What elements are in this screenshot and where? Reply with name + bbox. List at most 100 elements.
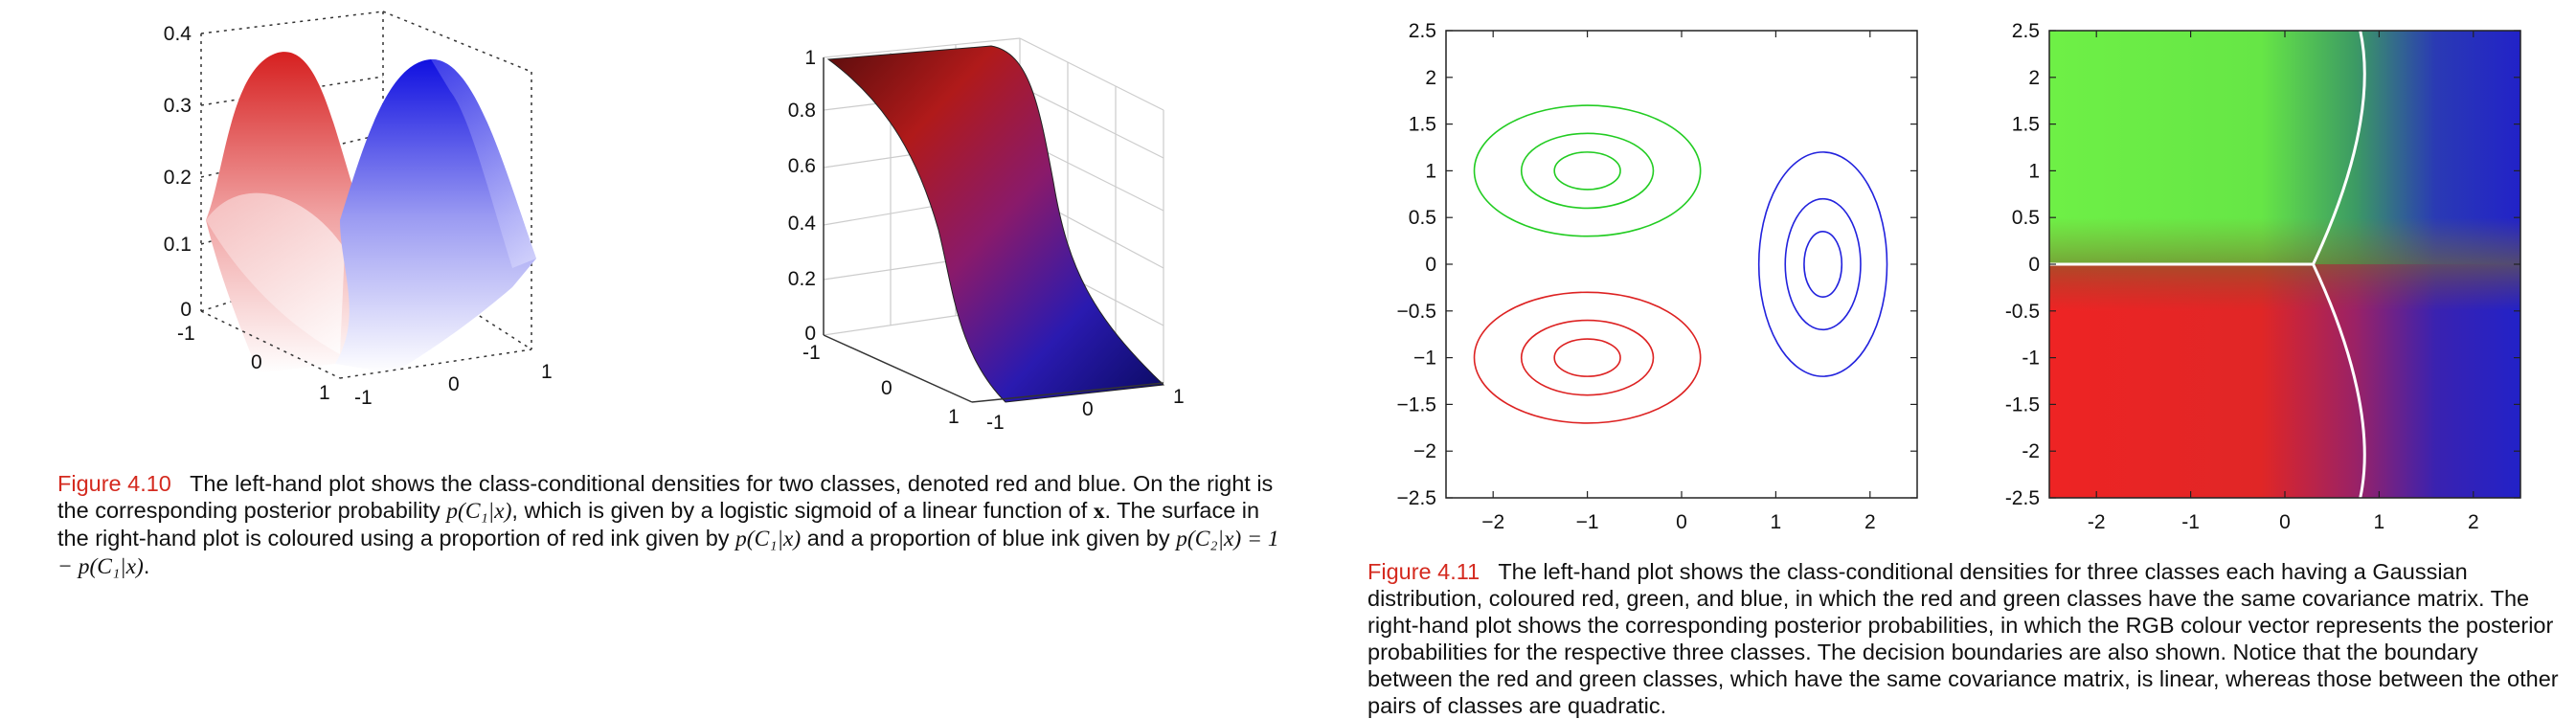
fig410-left-surface: [206, 52, 536, 374]
tick-label: 0: [448, 373, 460, 395]
tick-label: 1.5: [2012, 114, 2040, 136]
fig410-left-y-tick-labels: -1 0 1: [354, 361, 553, 409]
tick-label: 1: [2028, 160, 2040, 182]
caption-text: , which is given by a logistic sigmoid o…: [511, 498, 1094, 523]
green-contour: [1473, 104, 1702, 237]
fig410-left-x-tick-labels: -1 0 1: [177, 323, 330, 404]
tick-label: 0.3: [164, 95, 192, 117]
y-tick-labels: 2.5 2 1.5 1 0.5 0 −0.5 −1 −1.5 −2 −2.5: [1397, 20, 1436, 509]
tick-label: -1: [986, 412, 1005, 431]
caption-text: and a proportion of blue ink given by: [801, 526, 1177, 550]
tick-label: 0: [180, 299, 192, 321]
blue-density-ridge-shade: [431, 58, 536, 268]
tick-label: 0.5: [1409, 207, 1436, 229]
x-tick-labels: -2 -1 0 1 2: [2088, 511, 2479, 533]
tick-label: −2.5: [1397, 487, 1436, 509]
tick-label: 0: [251, 351, 262, 373]
fig410-right-z-tick-labels: 0 0.2 0.4 0.6 0.8 1: [788, 47, 817, 345]
caption-text: The left-hand plot shows the class-condi…: [1367, 559, 2559, 718]
tick-label: 0: [1425, 254, 1436, 276]
caption-math: p(C₁|x): [735, 527, 802, 551]
caption-text: . The surface in the right-hand plot is …: [57, 498, 1260, 550]
fig410-left-front-axes: [200, 310, 532, 379]
tick-label: 0: [881, 377, 893, 399]
tick-label: −0.5: [1397, 301, 1436, 323]
tick-label: −1: [1576, 511, 1599, 533]
tick-label: 0.1: [164, 234, 192, 256]
tick-label: 0: [1082, 398, 1094, 420]
tick-label: -1: [802, 342, 821, 364]
figure-label: Figure 4.10: [57, 471, 171, 496]
tick-label: 1: [948, 406, 960, 428]
tick-label: 1: [1425, 160, 1436, 182]
tick-label: 2.5: [1409, 20, 1436, 42]
tick-label: 1: [1173, 386, 1185, 408]
figure-4-11-caption: Figure 4.11 The left-hand plot shows the…: [1367, 558, 2560, 719]
blue-contour: [1784, 197, 1862, 331]
green-blue-boundary: [2312, 30, 2366, 265]
tick-label: 2: [1425, 67, 1436, 89]
tick-label: 1: [804, 47, 816, 69]
tick-label: 0.8: [788, 100, 816, 122]
tick-label: 0.6: [788, 155, 816, 177]
tick-label: 1: [2374, 511, 2385, 533]
tick-label: −1: [1413, 348, 1436, 370]
caption-text: The left-hand plot shows the class-condi…: [57, 471, 1274, 523]
fig410-right-surface-plot: 0 0.2 0.4 0.6 0.8 1 -1 0 1 -1 0 1: [788, 37, 1185, 431]
fig410-left-surface-plot: 0 0.1 0.2 0.3 0.4 -1 0 1 -1 0 1: [164, 11, 553, 409]
contour-ellipses: [1473, 104, 1888, 424]
tick-label: −2: [1413, 440, 1436, 462]
fig410-right-y-tick-labels: -1 0 1: [986, 386, 1185, 431]
fig410-left-z-tick-labels: 0 0.1 0.2 0.3 0.4: [164, 23, 192, 321]
tick-label: 0: [2028, 254, 2040, 276]
figure-label: Figure 4.11: [1367, 559, 1480, 584]
tick-label: −1.5: [1397, 393, 1436, 416]
posterior-sigmoid-surface: [826, 45, 1165, 403]
tick-label: 0: [1676, 511, 1687, 533]
red-density-underside: [206, 192, 345, 354]
fig410-right-front-axes: [823, 57, 1164, 403]
tick-label: 1: [319, 382, 330, 404]
tick-marks: [1446, 30, 1917, 499]
red-contour: [1553, 338, 1621, 377]
caption-math: x: [1093, 499, 1105, 524]
tick-label: 2: [1864, 511, 1876, 533]
tick-label: -1: [354, 387, 373, 409]
red-blue-boundary: [2312, 263, 2366, 499]
red-contour: [1520, 319, 1655, 396]
caption-math: p(C₂|x) = 1 − p(C₁|x): [57, 527, 1279, 579]
tick-label: −2: [1481, 511, 1504, 533]
tick-label: 1.5: [1409, 114, 1436, 136]
tick-label: -2: [2088, 511, 2106, 533]
tick-label: 1: [1771, 511, 1782, 533]
tick-marks: [2049, 30, 2520, 499]
tick-label: 1: [541, 361, 553, 383]
tick-label: -1.5: [2005, 393, 2040, 416]
tick-label: -1: [2022, 348, 2040, 370]
blue-contour: [1803, 231, 1843, 298]
tick-label: 0.2: [164, 167, 192, 189]
x-tick-labels: −2 −1 0 1 2: [1481, 511, 1875, 533]
y-tick-labels: 2.5 2 1.5 1 0.5 0 -0.5 -1 -1.5 -2 -2.5: [2005, 20, 2040, 509]
tick-label: 2: [2468, 511, 2479, 533]
tick-label: -0.5: [2005, 301, 2040, 323]
fig411-right-posterior-map: 2.5 2 1.5 1 0.5 0 -0.5 -1 -1.5 -2 -2.5 -2 -1 0 1 2: [2005, 20, 2521, 533]
fig411-left-contour-plot: 2.5 2 1.5 1 0.5 0 −0.5 −1 −1.5 −2 −2.5 −2 −1 0 1 2: [1397, 20, 1918, 533]
tick-label: -2.5: [2005, 487, 2040, 509]
tick-label: 0: [804, 323, 816, 345]
tick-label: 2.5: [2012, 20, 2040, 42]
tick-label: 0.5: [2012, 207, 2040, 229]
tick-label: -1: [177, 323, 195, 345]
tick-label: -2: [2022, 440, 2040, 462]
tick-label: 0.4: [164, 23, 192, 45]
green-contour: [1553, 151, 1621, 191]
caption-text: .: [143, 553, 150, 578]
tick-label: 0: [2279, 511, 2291, 533]
decision-boundaries: [2049, 30, 2366, 499]
tick-label: -1: [2181, 511, 2200, 533]
blue-contour: [1757, 151, 1888, 377]
fig410-right-x-tick-labels: -1 0 1: [802, 342, 960, 428]
tick-label: 2: [2028, 67, 2040, 89]
caption-math: p(C₁|x): [446, 499, 512, 524]
figure-4-10-caption: Figure 4.10 The left-hand plot shows the…: [57, 470, 1281, 580]
